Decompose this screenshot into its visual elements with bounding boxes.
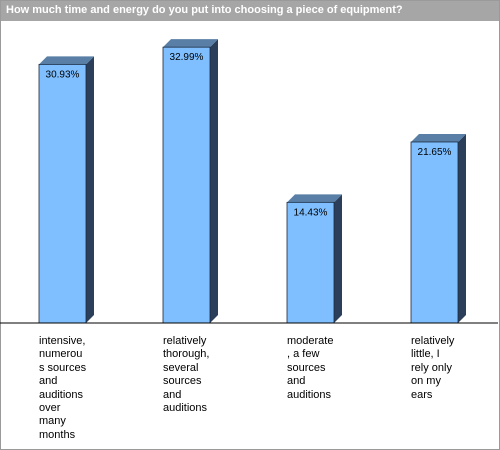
category-label-0: intensive, numerou s sources and auditio… <box>39 335 87 441</box>
category-label-1: relatively thorough, several sources and… <box>163 335 210 415</box>
data-label-0: 30.93% <box>46 69 80 80</box>
bar-2 <box>286 201 335 324</box>
category-label-2: moderate , a few sources and auditions <box>287 335 334 401</box>
bar-top-0 <box>39 56 94 65</box>
bar-top-1 <box>163 39 218 48</box>
data-label-3: 21.65% <box>418 147 452 158</box>
bar-side-2 <box>334 194 342 323</box>
bar-top-2 <box>287 194 342 203</box>
bar-0 <box>38 63 87 324</box>
bar-top-3 <box>411 133 466 142</box>
title-bar: How much time and energy do you put into… <box>1 1 499 21</box>
bar-1 <box>162 46 211 324</box>
data-label-1: 32.99% <box>170 52 204 63</box>
chart-title: How much time and energy do you put into… <box>6 4 403 16</box>
bar-3 <box>410 141 459 324</box>
category-label-3: relatively little, I rely only on my ear… <box>411 335 455 401</box>
bar-side-1 <box>210 39 218 324</box>
data-label-2: 14.43% <box>294 207 328 218</box>
bar-side-3 <box>458 133 466 323</box>
bar-side-0 <box>86 56 94 323</box>
